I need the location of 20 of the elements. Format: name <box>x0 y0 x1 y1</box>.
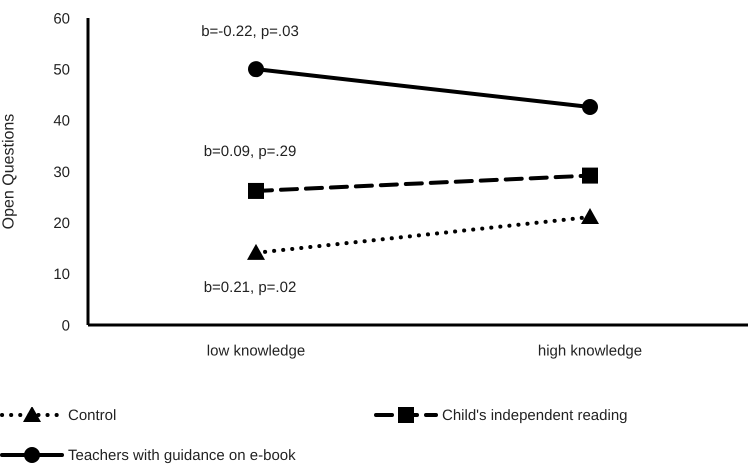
point <box>582 99 598 116</box>
point <box>248 182 264 199</box>
y-tick-label: 30 <box>53 164 70 181</box>
point <box>582 168 598 184</box>
y-tick-label: 20 <box>53 214 70 232</box>
legend-label: Child's independent reading <box>442 406 628 424</box>
annotation: b=0.21, p=.02 <box>202 279 298 297</box>
y-tick-label: 0 <box>62 317 70 334</box>
y-tick-label: 60 <box>53 10 70 28</box>
y-tick-label: 50 <box>53 61 70 78</box>
legend-label: Teachers with guidance on e-book <box>68 446 296 464</box>
y-tick-label: 10 <box>53 266 70 284</box>
x-tick-label: high knowledge <box>538 342 642 360</box>
y-axis-title: Open Questions <box>0 114 18 230</box>
annotation: b=-0.22, p=.03 <box>200 23 300 41</box>
y-tick-label: 40 <box>53 112 70 130</box>
legend-label: Control <box>68 406 116 424</box>
annotation: b=0.09, p=.29 <box>202 143 298 161</box>
x-tick-label: low knowledge <box>206 342 306 360</box>
point <box>248 61 264 78</box>
